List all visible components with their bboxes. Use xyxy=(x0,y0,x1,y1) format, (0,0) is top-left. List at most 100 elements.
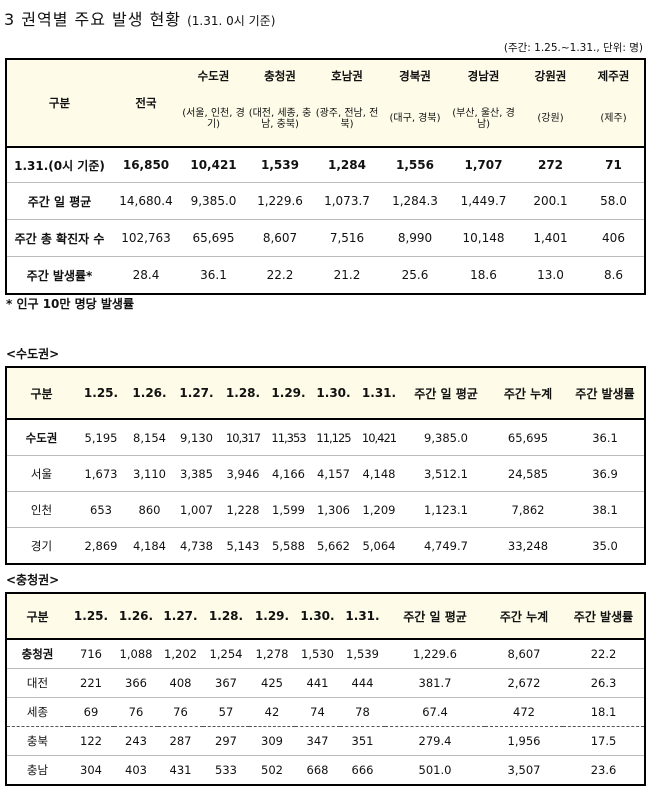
column-header: 주간 발생률 xyxy=(566,367,645,419)
table-cell: 7,862 xyxy=(490,491,566,528)
table-cell: 860 xyxy=(126,491,173,528)
column-header: 주간 누계 xyxy=(485,593,563,639)
table-cell: 71 xyxy=(583,146,645,183)
table-cell: 3,946 xyxy=(220,455,266,492)
table-cell: 5,195 xyxy=(76,418,126,456)
column-header: 1.27. xyxy=(158,593,203,639)
table-cell: 35.0 xyxy=(566,527,645,564)
table-cell: 3,110 xyxy=(126,455,173,492)
table-cell: 1,284 xyxy=(313,146,381,183)
column-header: 1.29. xyxy=(266,367,311,419)
table-cell: 67.4 xyxy=(385,697,485,727)
table-cell: 1,956 xyxy=(485,726,563,756)
table-cell: 408 xyxy=(158,668,203,698)
table-cell: 23.6 xyxy=(563,755,645,785)
table-cell: 4,148 xyxy=(356,455,402,492)
table-row: 인천 653 860 1,007 1,228 1,599 1,306 1,209 1,123.1… xyxy=(6,491,645,528)
column-header: 1.25. xyxy=(68,593,114,639)
table-cell: 3,512.1 xyxy=(402,455,490,492)
row-label: 서울 xyxy=(6,455,76,492)
table-cell: 1,539 xyxy=(340,638,385,669)
table-cell: 14,680.4 xyxy=(112,182,180,220)
table-cell: 3,385 xyxy=(173,455,220,492)
table-cell: 1,306 xyxy=(311,491,356,528)
table-cell: 403 xyxy=(114,755,158,785)
table-cell: 1,123.1 xyxy=(402,491,490,528)
table-cell: 26.3 xyxy=(563,668,645,698)
table-cell: 76 xyxy=(114,697,158,727)
table-cell: 16,850 xyxy=(112,146,180,183)
row-label: 인천 xyxy=(6,491,76,528)
column-header: 1.28. xyxy=(220,367,266,419)
table-cell: 1,530 xyxy=(295,638,340,669)
table-cell: 279.4 xyxy=(385,726,485,756)
table-cell: 4,749.7 xyxy=(402,527,490,564)
table-cell: 1,556 xyxy=(381,146,449,183)
region-name: 충청권 xyxy=(247,59,313,91)
table-cell: 10,421 xyxy=(180,146,247,183)
table-cell: 11,125 xyxy=(311,418,356,456)
table-cell: 9,385.0 xyxy=(180,182,247,220)
table-cell: 28.4 xyxy=(112,256,180,294)
table-row: 대전 221 366 408 367 425 441 444 381.7 2,672 26.3 xyxy=(6,668,645,698)
table-cell: 102,763 xyxy=(112,219,180,257)
capital-region-table: 구분 1.25. 1.26. 1.27. 1.28. 1.29. 1.30. 1.31. 주간 … xyxy=(5,366,646,565)
table-cell: 10,148 xyxy=(449,219,518,257)
table-cell: 10,317 xyxy=(220,418,266,456)
row-label: 경기 xyxy=(6,527,76,564)
table-cell: 5,588 xyxy=(266,527,311,564)
table-cell: 58.0 xyxy=(583,182,645,220)
column-header: 1.28. xyxy=(203,593,249,639)
table-cell: 38.1 xyxy=(566,491,645,528)
row-label: 충남 xyxy=(6,755,68,785)
region-name: 경북권 xyxy=(381,59,449,91)
table-cell: 22.2 xyxy=(247,256,313,294)
row-label: 대전 xyxy=(6,668,68,698)
row-label: 주간 일 평균 xyxy=(6,182,112,220)
table-cell: 1,229.6 xyxy=(247,182,313,220)
header-label: 구분 xyxy=(6,59,112,147)
table-cell: 297 xyxy=(203,726,249,756)
title-sub: (1.31. 0시 기준) xyxy=(187,14,276,28)
table-cell: 3,507 xyxy=(485,755,563,785)
table-cell: 8,990 xyxy=(381,219,449,257)
header-nation: 전국 xyxy=(112,59,180,147)
table-row: 경기 2,869 4,184 4,738 5,143 5,588 5,662 5,064 4,7… xyxy=(6,527,645,564)
row-label: 주간 총 확진자 수 xyxy=(6,219,112,257)
table-cell: 13.0 xyxy=(518,256,583,294)
table-row: 세종 69 76 76 57 42 74 78 67.4 472 18.1 xyxy=(6,697,645,727)
region-sub: (제주) xyxy=(583,91,645,147)
table-cell: 304 xyxy=(68,755,114,785)
chungcheong-region-table: 구분 1.25. 1.26. 1.27. 1.28. 1.29. 1.30. 1.31. 주간 … xyxy=(5,592,646,786)
table-cell: 4,184 xyxy=(126,527,173,564)
table-row: 주간 일 평균 14,680.4 9,385.0 1,229.6 1,073.7 1,28… xyxy=(6,182,645,220)
region-sub: (대전, 세종, 충남, 충북) xyxy=(247,91,313,147)
table-cell: 1,539 xyxy=(247,146,313,183)
table-cell: 444 xyxy=(340,668,385,698)
table-cell: 65,695 xyxy=(180,219,247,257)
table-cell: 501.0 xyxy=(385,755,485,785)
table-cell: 8.6 xyxy=(583,256,645,294)
table-cell: 122 xyxy=(68,726,114,756)
region-sub: (대구, 경북) xyxy=(381,91,449,147)
column-header: 1.31. xyxy=(356,367,402,419)
table-row: 주간 발생률* 28.4 36.1 22.2 21.2 25.6 18.6 13.0 8.6 xyxy=(6,256,645,294)
table-cell: 472 xyxy=(485,697,563,727)
table-cell: 287 xyxy=(158,726,203,756)
column-header: 1.31. xyxy=(340,593,385,639)
table-cell: 351 xyxy=(340,726,385,756)
table-cell: 1,229.6 xyxy=(385,638,485,669)
table-row: 충청권 716 1,088 1,202 1,254 1,278 1,530 1,539 1,22… xyxy=(6,638,645,669)
table-cell: 309 xyxy=(249,726,295,756)
table-cell: 11,353 xyxy=(266,418,311,456)
table-cell: 1,254 xyxy=(203,638,249,669)
table-row: 1.31.(0시 기준) 16,850 10,421 1,539 1,284 1,556 1… xyxy=(6,146,645,183)
column-header: 1.25. xyxy=(76,367,126,419)
table-cell: 65,695 xyxy=(490,418,566,456)
table-cell: 1,228 xyxy=(220,491,266,528)
table-cell: 74 xyxy=(295,697,340,727)
table-cell: 42 xyxy=(249,697,295,727)
table-row: 수도권 5,195 8,154 9,130 10,317 11,353 11,125 10,4… xyxy=(6,418,645,456)
table-cell: 406 xyxy=(583,219,645,257)
table-cell: 8,607 xyxy=(485,638,563,669)
